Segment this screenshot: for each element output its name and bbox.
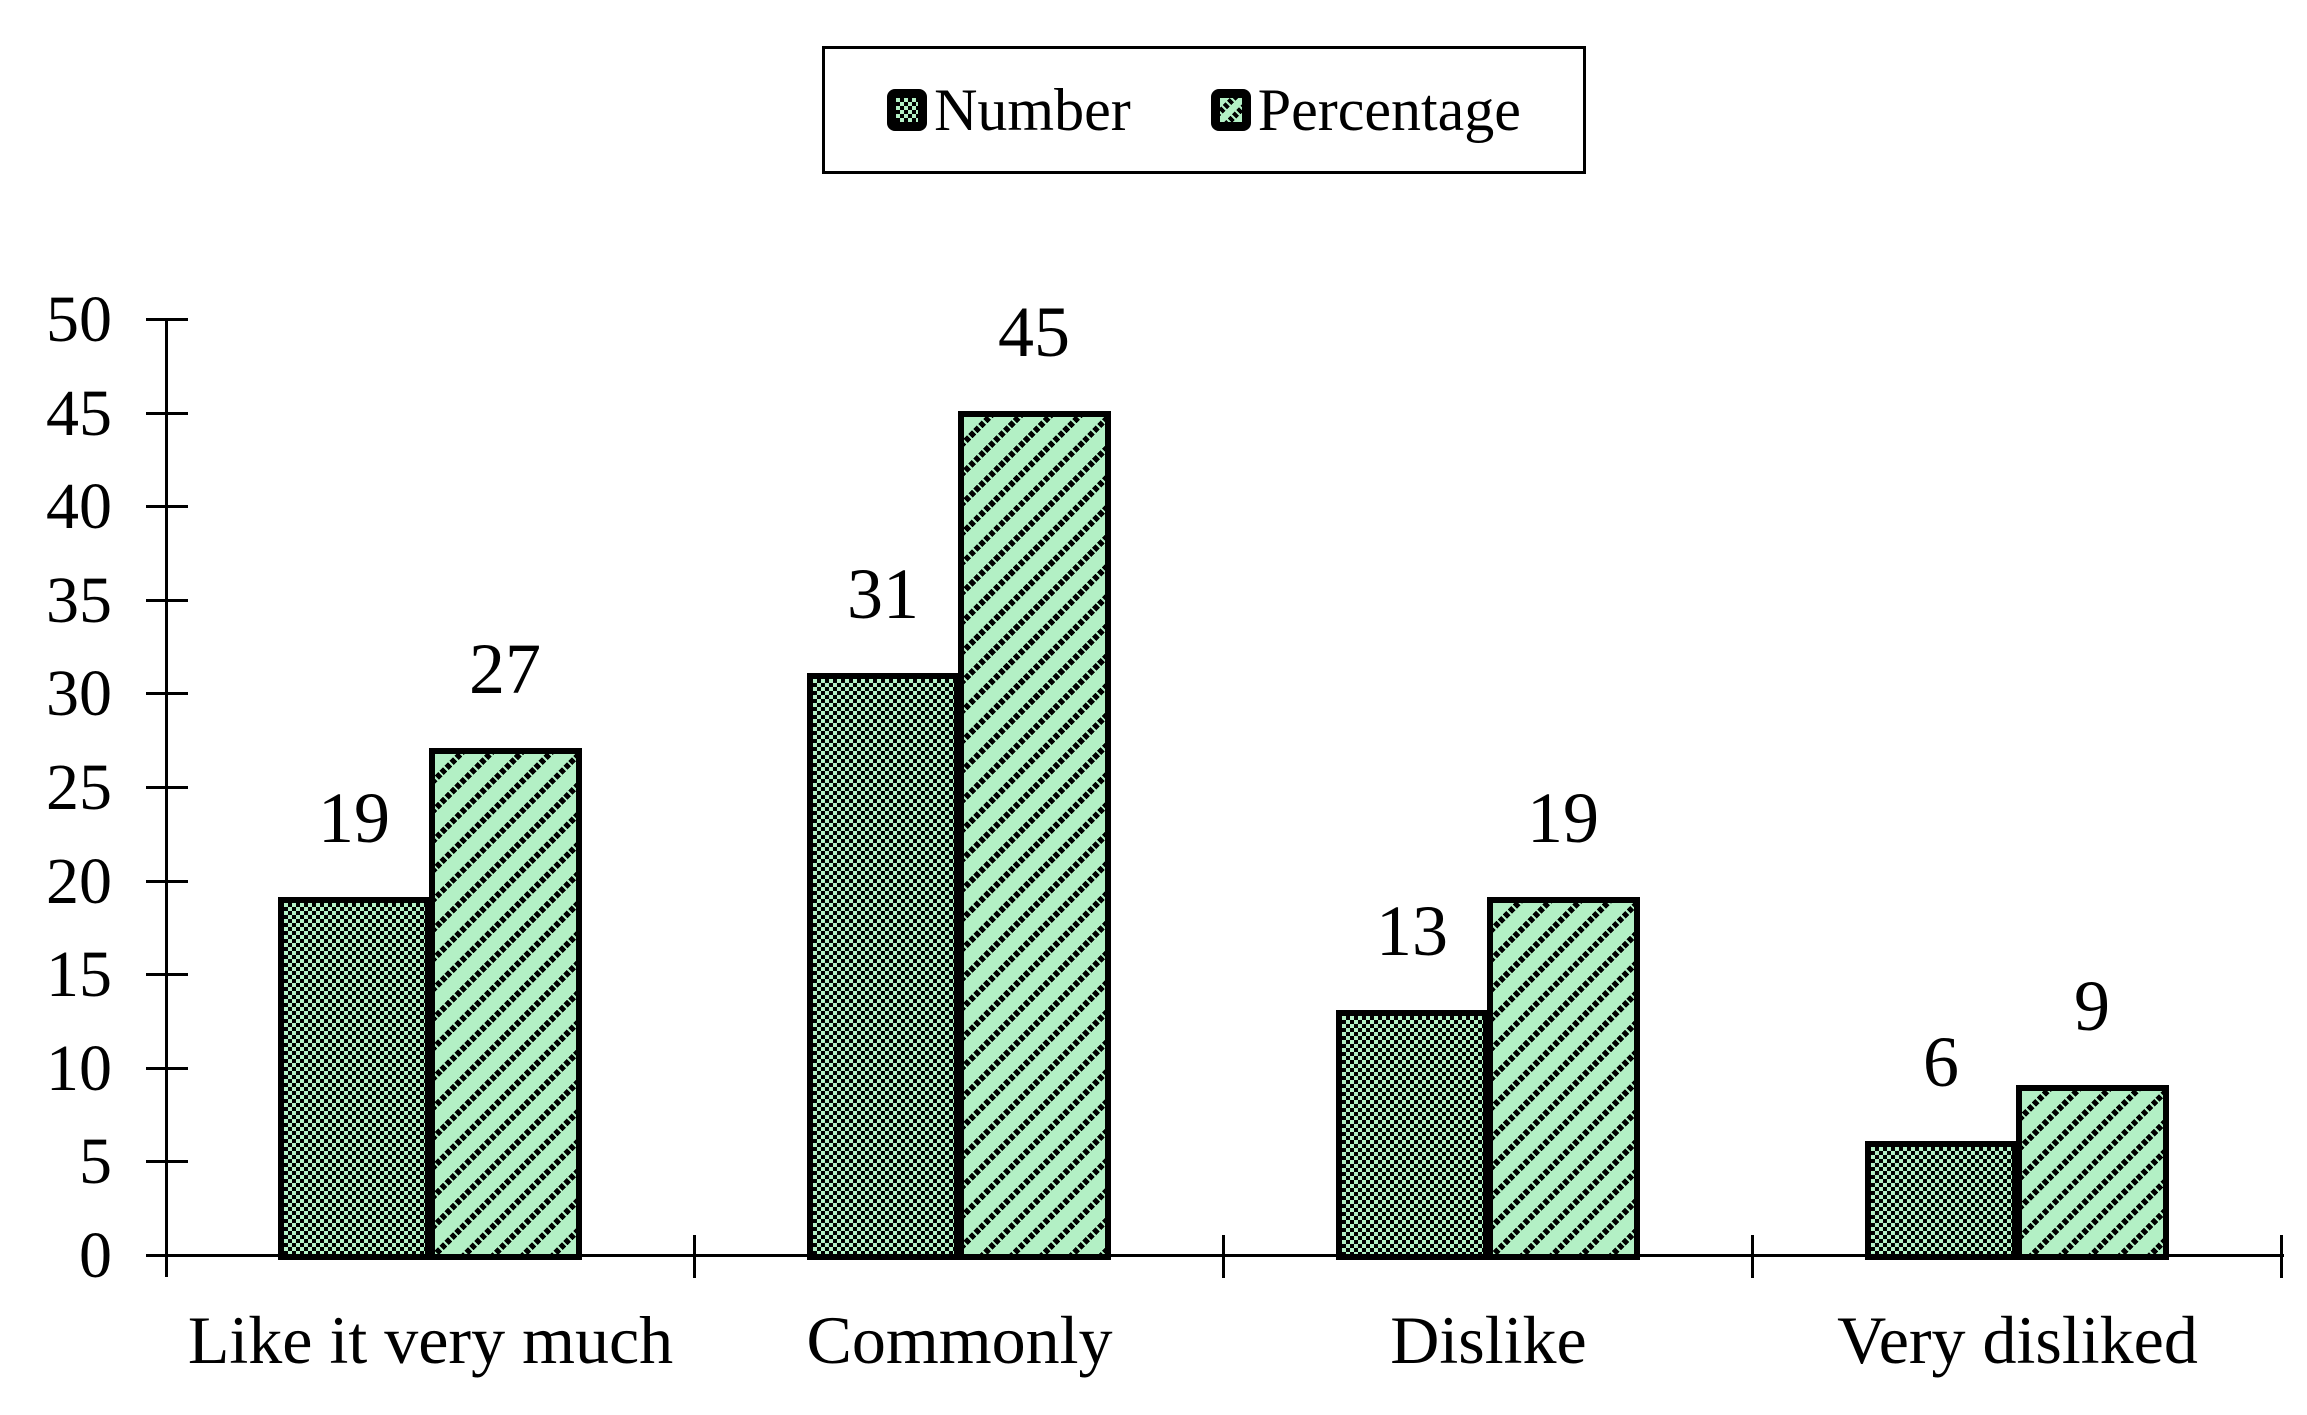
x-axis-category-label: Commonly <box>806 1302 1113 1378</box>
bar-value-label: 13 <box>1376 890 1448 971</box>
y-axis-tick <box>146 692 188 696</box>
y-axis-tick-label: 15 <box>46 938 112 1012</box>
legend-label-number: Number <box>934 77 1131 143</box>
bar-percentage-1 <box>957 410 1111 1260</box>
bar-value-label: 9 <box>2074 965 2110 1046</box>
bar-value-label: 19 <box>1527 778 1599 859</box>
y-axis-tick-label: 50 <box>46 283 112 356</box>
y-axis-tick-label: 10 <box>46 1031 112 1105</box>
y-axis-line <box>165 318 168 1277</box>
x-axis-tick <box>1751 1235 1754 1278</box>
y-axis-tick <box>146 786 188 789</box>
bar-value-label: 45 <box>998 291 1070 372</box>
x-axis-category-label: Dislike <box>1390 1302 1587 1378</box>
legend-item-percentage: Percentage <box>1210 77 1521 143</box>
bar-value-label: 6 <box>1923 1021 1959 1102</box>
y-axis-tick-label: 0 <box>79 1219 112 1292</box>
y-axis-tick-label: 30 <box>46 657 112 731</box>
x-axis-tick <box>1222 1235 1225 1278</box>
legend-label-percentage: Percentage <box>1257 77 1521 143</box>
y-axis-tick-label: 40 <box>46 470 112 544</box>
y-axis-tick <box>146 973 188 977</box>
bar-percentage-2 <box>1486 897 1640 1260</box>
y-axis-tick-label: 35 <box>46 563 112 637</box>
y-axis-tick-label: 25 <box>46 751 112 824</box>
y-axis-tick <box>146 1066 188 1070</box>
y-axis-tick <box>146 318 188 321</box>
legend-item-number: Number <box>887 80 1131 140</box>
legend: Number Percentage <box>822 46 1586 174</box>
bar-number-3 <box>1864 1140 2018 1260</box>
y-axis-tick <box>146 879 188 883</box>
y-axis-tick <box>146 1160 188 1164</box>
y-axis-tick-label: 20 <box>46 844 112 918</box>
bar-value-label: 19 <box>318 778 390 859</box>
bar-number-2 <box>1335 1009 1489 1260</box>
x-axis-tick <box>693 1235 696 1278</box>
bar-value-label: 27 <box>469 628 541 709</box>
bar-percentage-3 <box>2015 1084 2169 1260</box>
bar-number-0 <box>277 897 431 1260</box>
bar-value-label: 31 <box>847 553 919 634</box>
y-axis-tick <box>146 598 188 602</box>
x-axis-line <box>166 1254 2284 1257</box>
y-axis-tick <box>146 411 188 415</box>
y-axis-tick <box>146 1254 188 1257</box>
x-axis-category-label: Like it very much <box>187 1302 674 1378</box>
diagonal-swatch-icon <box>1210 89 1251 131</box>
x-axis-category-label: Very disliked <box>1837 1302 2198 1378</box>
y-axis-tick <box>146 505 188 509</box>
bar-percentage-0 <box>428 747 582 1260</box>
y-axis-tick-label: 45 <box>46 376 112 450</box>
bar-number-1 <box>806 672 960 1260</box>
y-axis-tick-label: 5 <box>79 1125 112 1199</box>
x-axis-tick <box>2280 1235 2283 1278</box>
checker-swatch-icon <box>887 89 928 131</box>
